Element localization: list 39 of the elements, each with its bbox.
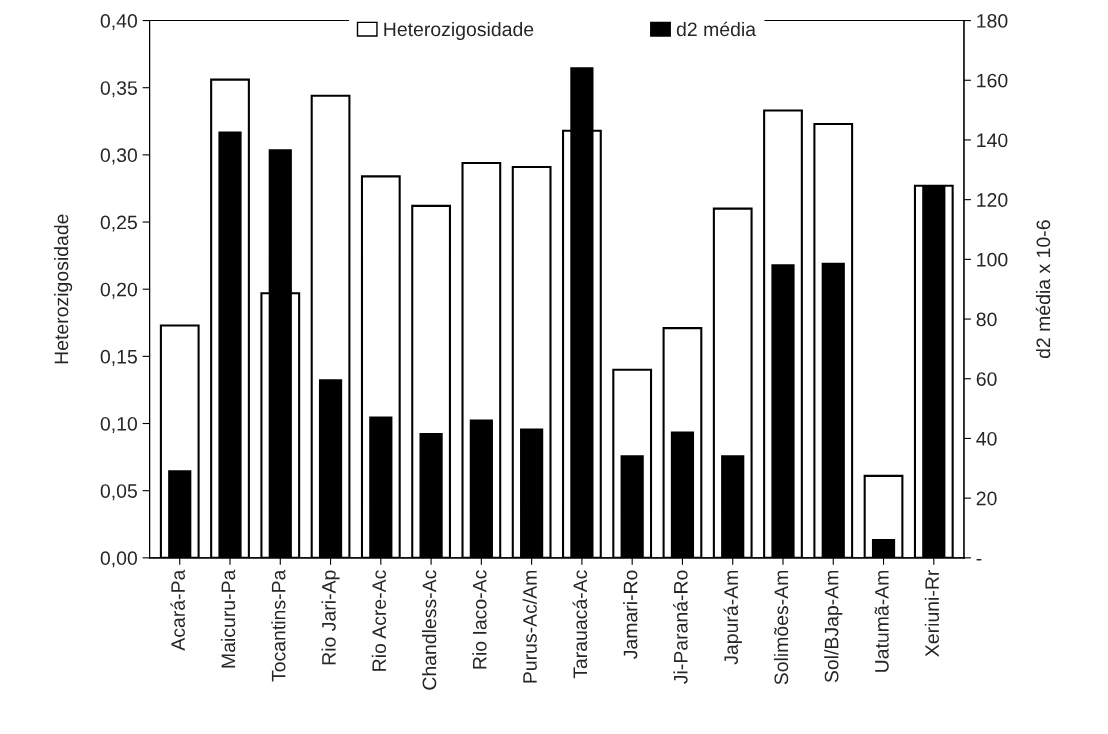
y-axis-title: Heterozigosidade	[54, 214, 73, 364]
y2-tick-label: 80	[976, 312, 997, 327]
x-tick-label: Tarauacá-Ac	[572, 570, 588, 679]
y-tick-label: 0,40	[100, 14, 138, 31]
x-tick-label: Purus-Ac/Am	[522, 570, 537, 683]
x-tick-label: Acará-Pa	[170, 569, 185, 651]
legend-label: d2 média	[676, 21, 757, 37]
y2-tick-label: 20	[976, 491, 997, 506]
x-tick-label: Maicuru-Pa	[220, 569, 236, 668]
y-tick-label: 0,35	[100, 81, 137, 98]
y2-tick-label: 120	[977, 193, 1008, 207]
y2-tick-label: 160	[977, 73, 1008, 88]
x-tick-label: Chandless-Ac	[422, 570, 437, 690]
y2-tick-label: -	[976, 558, 982, 561]
y-tick-label: 0,05	[100, 484, 137, 501]
y2-tick-label: 100	[977, 252, 1008, 267]
y-tick-label: 0,00	[100, 551, 138, 568]
x-tick-label: Solimões-Am	[773, 570, 789, 685]
y2-tick-label: 60	[976, 372, 997, 386]
x-tick-label: Rio Jari-Ap	[321, 570, 340, 665]
y-tick-label: 0,10	[100, 416, 138, 434]
y-tick-label: 0,30	[100, 148, 138, 165]
legend-label: Heterozigosidade	[384, 21, 534, 41]
y-tick-label: 0,15	[100, 349, 137, 366]
x-tick-label: Xeriuni-Rr	[924, 569, 940, 657]
y-tick-label: 0,20	[100, 282, 138, 299]
y2-tick-label: 140	[977, 133, 1008, 148]
x-tick-label: Sol/BJap-Am	[824, 570, 843, 683]
y2-tick-label: 180	[977, 14, 1008, 28]
y2-axis-title: d2 média x 10-6	[1035, 220, 1051, 359]
y-tick-label: 0,25	[100, 215, 137, 232]
x-tick-label: Jamari-Ro	[623, 570, 638, 660]
x-tick-label: Japurá-Am	[723, 570, 742, 665]
x-tick-label: Ji-Paraná-Ro	[673, 570, 688, 684]
x-tick-label: Uatumã-Am	[874, 570, 889, 672]
x-tick-label: Rio Acre-Ac	[371, 570, 387, 671]
y2-tick-label: 40	[976, 431, 997, 446]
x-tick-label: Rio Iaco-Ac	[472, 570, 487, 669]
x-tick-label: Tocantins-Pa	[271, 569, 286, 682]
